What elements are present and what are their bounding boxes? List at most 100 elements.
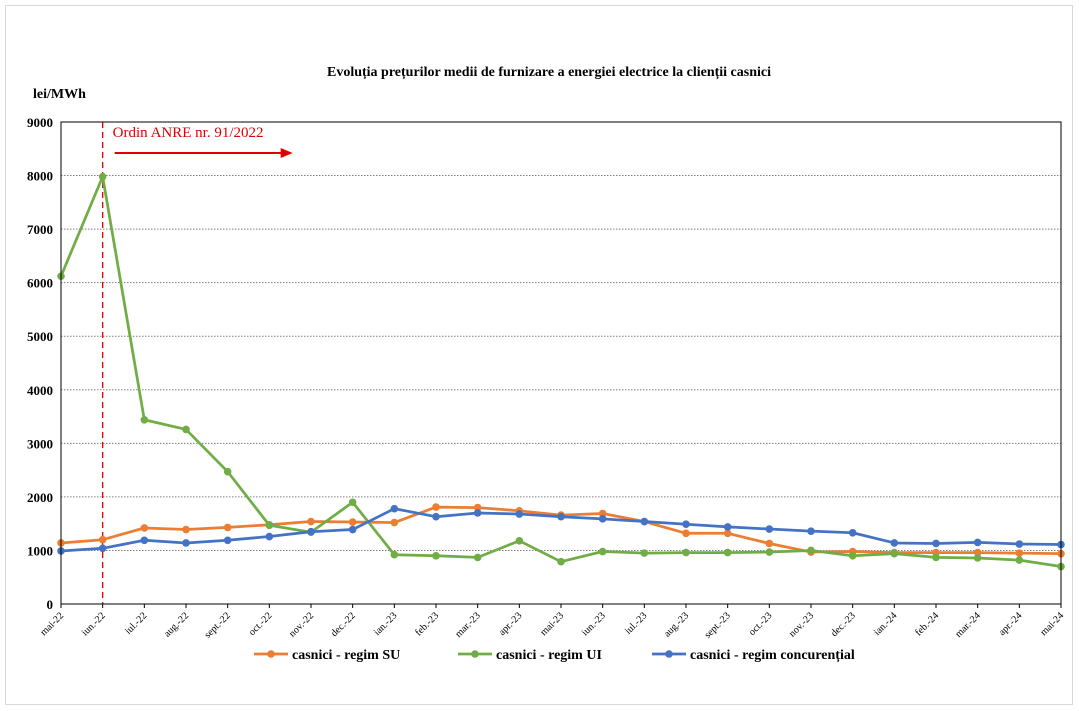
- x-tick-label: dec.-22: [329, 610, 358, 639]
- legend-label: casnici - regim UI: [496, 648, 602, 663]
- plot-area-border: [60, 121, 1062, 605]
- data-point: [432, 552, 440, 560]
- data-point: [348, 518, 357, 526]
- legend-swatch-marker: [267, 650, 275, 658]
- legend-item: casnici - regim UI: [458, 648, 602, 663]
- data-point: [932, 553, 940, 562]
- data-point: [140, 415, 149, 424]
- data-point: [973, 548, 982, 557]
- data-point: [432, 512, 440, 521]
- data-point: [682, 520, 690, 529]
- y-tick-label: 3000: [27, 436, 53, 451]
- data-point: [932, 539, 940, 548]
- data-point: [182, 539, 190, 547]
- x-tick-label: ian.-23: [372, 610, 400, 638]
- x-tick-label: iul.-23: [623, 610, 649, 636]
- data-point: [182, 425, 190, 434]
- legend-item: casnici - regim concurențial: [652, 648, 855, 663]
- x-tick-label: mai-23: [538, 610, 566, 638]
- data-point: [432, 503, 440, 511]
- x-tick-label: sept.-23: [702, 610, 732, 640]
- data-point: [473, 509, 482, 517]
- data-point: [765, 539, 774, 548]
- y-tick-label: 0: [47, 597, 54, 612]
- x-tick-label: mai-24: [1038, 610, 1066, 638]
- data-point: [98, 544, 107, 553]
- y-tick-labels: 0 1000 2000 3000 4000 5000 6000 7000 8000 9000: [27, 115, 53, 612]
- y-tick-label: 1000: [27, 543, 53, 558]
- data-point: [223, 523, 232, 532]
- annotation-arrowhead: [280, 148, 293, 158]
- x-tick-label: feb.-23: [413, 610, 441, 638]
- data-point: [598, 515, 607, 523]
- data-point: [390, 518, 399, 527]
- data-point: [1015, 540, 1024, 548]
- legend-label: casnici - regim concurențial: [690, 648, 855, 663]
- line-chart: Evoluția prețurilor medii de furnizare a…: [27, 65, 1066, 663]
- y-tick-label: 7000: [27, 222, 53, 237]
- series-ui: [57, 172, 1065, 571]
- data-point: [1015, 549, 1024, 557]
- data-point: [765, 548, 774, 556]
- x-tick-label: apr.-23: [497, 610, 525, 638]
- data-point: [557, 512, 565, 521]
- data-point: [598, 509, 607, 518]
- x-tick-label: ian.-24: [872, 610, 900, 638]
- data-point: [557, 557, 565, 566]
- data-point: [98, 172, 107, 181]
- gridlines: [61, 175, 1061, 551]
- data-point: [973, 538, 982, 547]
- y-axis-label: lei/MWh: [33, 87, 86, 102]
- data-point: [223, 536, 232, 545]
- data-point: [140, 536, 149, 545]
- x-tick-label: nov.-22: [287, 610, 316, 639]
- x-tick-label: mar.-24: [953, 610, 983, 640]
- data-point: [640, 517, 649, 526]
- x-tick-label: nov.-23: [787, 610, 816, 639]
- data-point: [390, 504, 399, 513]
- y-tick-label: 5000: [27, 329, 53, 344]
- data-point: [265, 521, 274, 530]
- data-point: [98, 535, 107, 544]
- data-point: [140, 524, 149, 532]
- series-su: [57, 503, 1065, 558]
- x-tick-label: oct.-22: [247, 610, 275, 638]
- annotation: Ordin ANRE nr. 91/2022: [102, 122, 293, 604]
- data-point: [598, 547, 607, 556]
- data-point: [307, 517, 315, 526]
- series-line: [59, 175, 1062, 568]
- x-tick-label: iul.-22: [123, 610, 149, 636]
- data-point: [890, 549, 899, 558]
- x-tick-label: feb.-24: [913, 610, 941, 638]
- x-tick-label: mar.-23: [453, 610, 483, 640]
- annotation-label: Ordin ANRE nr. 91/2022: [113, 125, 264, 141]
- y-tick-label: 8000: [27, 169, 53, 184]
- data-point: [348, 498, 357, 507]
- data-point: [515, 510, 524, 518]
- data-point: [890, 539, 899, 547]
- chart-frame: Evoluția prețurilor medii de furnizare a…: [5, 5, 1073, 705]
- data-point: [223, 467, 232, 476]
- data-point: [723, 529, 732, 538]
- data-point: [682, 529, 690, 538]
- x-tick-labels: mai-22 iun.-22 iul.-22 aug.-22 sept.-22 oct.-…: [38, 604, 1066, 641]
- data-point: [515, 537, 524, 545]
- data-point: [723, 548, 732, 557]
- x-tick-label: dec.-23: [829, 610, 858, 639]
- x-tick-label: mai-22: [38, 610, 66, 638]
- data-point: [265, 532, 274, 541]
- x-tick-label: aug.-22: [162, 610, 191, 639]
- x-tick-label: iun.-23: [580, 610, 608, 638]
- x-tick-label: oct.-23: [747, 610, 775, 638]
- x-tick-label: apr.-24: [997, 610, 1025, 638]
- series-lines: [57, 172, 1065, 571]
- data-point: [807, 546, 815, 555]
- data-point: [1015, 556, 1024, 564]
- data-point: [973, 554, 982, 562]
- data-point: [765, 525, 774, 533]
- chart-title: Evoluția prețurilor medii de furnizare a…: [327, 65, 771, 80]
- data-point: [307, 527, 315, 536]
- legend-swatch-marker: [665, 650, 673, 658]
- data-point: [348, 525, 357, 534]
- data-point: [473, 553, 482, 562]
